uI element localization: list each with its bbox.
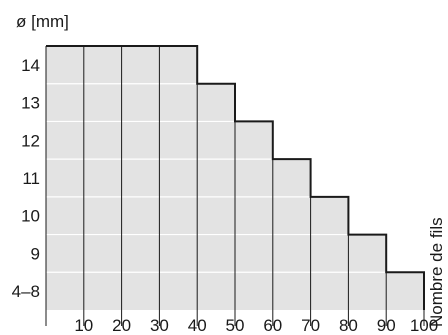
step-region-7 xyxy=(386,272,424,310)
x-tick-label: 10 xyxy=(74,316,93,335)
x-tick-label: 50 xyxy=(226,316,245,335)
y-tick-label: 9 xyxy=(31,244,40,263)
x-tick-label: 40 xyxy=(188,316,207,335)
step-line xyxy=(46,45,425,310)
y-tick-label: 4–8 xyxy=(12,282,40,301)
x-tick-label: 60 xyxy=(263,316,282,335)
x-tick-label: 90 xyxy=(377,316,396,335)
step-outline xyxy=(46,45,425,310)
x-tick-label: 100 xyxy=(410,316,438,335)
y-tick-labels: 4–8 9 10 11 12 13 14 xyxy=(12,56,40,301)
y-tick-label: 11 xyxy=(22,169,40,188)
y-axis-title: ø [mm] xyxy=(16,12,69,31)
step-region-3 xyxy=(235,121,273,310)
y-tick-label: 14 xyxy=(21,56,40,75)
y-tick-label: 13 xyxy=(21,94,40,113)
right-axis-title: Nombre de fils xyxy=(427,217,446,327)
x-tick-labels: 10 20 30 40 50 60 70 80 90 100 xyxy=(74,316,438,335)
y-tick-label: 10 xyxy=(21,207,40,226)
y-tick-label: 12 xyxy=(21,131,40,150)
x-tick-label: 20 xyxy=(112,316,131,335)
x-tick-label: 70 xyxy=(301,316,320,335)
x-tick-label: 30 xyxy=(150,316,169,335)
step-region-5 xyxy=(310,196,349,310)
x-tick-label: 80 xyxy=(339,316,358,335)
